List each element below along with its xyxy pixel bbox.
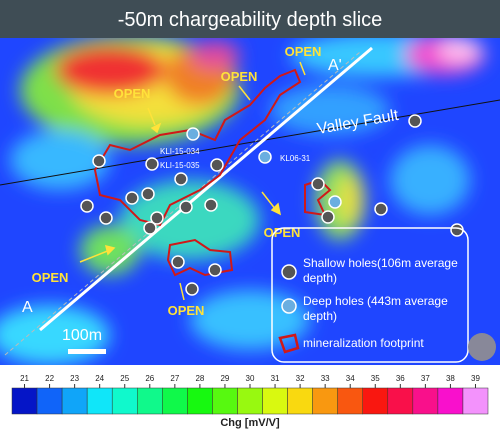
title-bar xyxy=(0,0,500,38)
colorbar-tick-label: 37 xyxy=(421,374,430,383)
legend-symbol xyxy=(278,333,300,354)
colorbar-cell xyxy=(111,387,138,415)
colorbar-cell xyxy=(162,387,188,415)
open-label: OPEN xyxy=(221,69,258,84)
colorbar-cell xyxy=(287,387,313,415)
colorbar-tick-label: 35 xyxy=(371,374,380,383)
colorbar-cell xyxy=(337,387,363,415)
colorbar-tick-label: 31 xyxy=(271,374,280,383)
colorbar-tick-label: 34 xyxy=(346,374,355,383)
colorbar-cell xyxy=(237,387,263,415)
colorbar-cell xyxy=(312,387,338,415)
colorbar-cell xyxy=(86,387,113,415)
colorbar-cell xyxy=(137,387,163,415)
colorbar-tick-label: 33 xyxy=(321,374,330,383)
colorbar-tick-label: 28 xyxy=(195,374,204,383)
colorbar-tick-label: 29 xyxy=(220,374,229,383)
legend-item: mineralization footprint xyxy=(303,336,424,350)
colorbar-tick-label: 38 xyxy=(446,374,455,383)
colorbar-cell xyxy=(61,387,88,415)
colorbar-tick-label: 22 xyxy=(45,374,54,383)
colorbar-tick-label: 32 xyxy=(296,374,305,383)
colorbar-tick-label: 21 xyxy=(20,374,29,383)
section-label: A' xyxy=(328,57,342,74)
colorbar-cell xyxy=(36,387,63,415)
colorbar-cell xyxy=(187,387,213,415)
scale-label: 100m xyxy=(62,327,102,344)
colorbar-tick-label: 25 xyxy=(120,374,129,383)
heatmap: OPEN OPEN OPEN OPEN OPEN OPEN A' A Valle… xyxy=(0,38,500,365)
open-label: OPEN xyxy=(285,44,322,59)
colorbar-cell xyxy=(362,387,389,415)
colorbar-tick-label: 36 xyxy=(396,374,405,383)
legend-item: Shallow holes(106m average depth) xyxy=(303,256,458,285)
colorbar-tick-label: 39 xyxy=(471,374,480,383)
open-label: OPEN xyxy=(114,86,151,101)
legend-item: Deep holes (443m average depth) xyxy=(303,294,448,323)
colorbar-label: Chg [mV/V] xyxy=(220,417,280,429)
colorbar-cell xyxy=(437,387,464,415)
colorbar-cell xyxy=(412,387,439,415)
colorbar-cell xyxy=(11,387,38,415)
title: -50m chargeability depth slice xyxy=(118,9,383,31)
open-label: OPEN xyxy=(168,303,205,318)
colorbar-cell xyxy=(462,387,489,415)
section-label: A xyxy=(22,299,33,316)
hole-label: KLI-15-035 xyxy=(160,161,200,170)
colorbar-tick-label: 30 xyxy=(246,374,255,383)
colorbar-cell xyxy=(387,387,414,415)
colorbar-tick-label: 24 xyxy=(95,374,104,383)
hole-label: KL06-31 xyxy=(280,154,311,163)
colorbar-tick-label: 27 xyxy=(170,374,179,383)
legend-symbol xyxy=(281,298,297,314)
legend-box xyxy=(271,227,469,363)
colorbar-tick-label: 26 xyxy=(145,374,154,383)
hole-label: KLI-15-034 xyxy=(160,147,200,156)
legend-symbol xyxy=(281,264,297,280)
colorbar-cell xyxy=(212,387,238,415)
colorbar-tick-label: 23 xyxy=(70,374,79,383)
globe-icon xyxy=(468,333,496,361)
colorbar-cell xyxy=(262,387,288,415)
scale-bar xyxy=(68,349,106,354)
open-label: OPEN xyxy=(32,270,69,285)
